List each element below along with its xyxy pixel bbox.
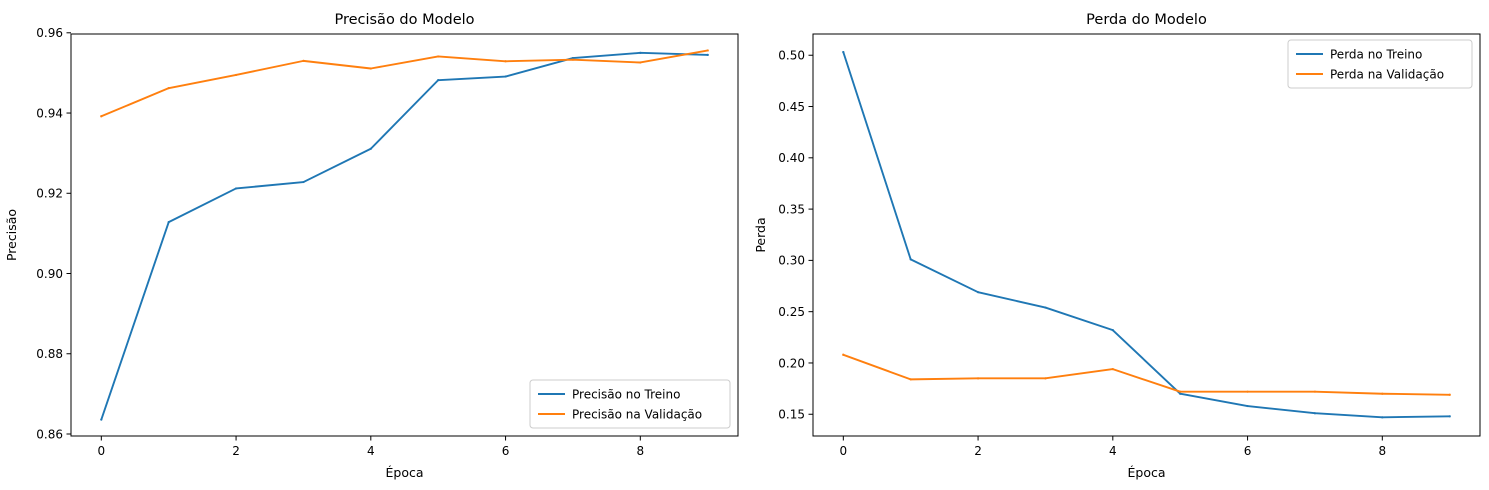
x-tick-label: 0	[97, 444, 105, 458]
x-axis-label: Época	[385, 465, 423, 480]
data-point-precisao-no-treino-4	[369, 147, 372, 150]
legend-box	[529, 379, 731, 429]
x-tick-label: 0	[839, 444, 847, 458]
data-point-precisao-na-validacao-4	[369, 67, 372, 70]
legend: Precisão no Treino Precisão na Validação	[529, 379, 731, 429]
data-point-precisao-na-validacao-9	[706, 49, 709, 52]
data-point-precisao-no-treino-6	[504, 75, 507, 78]
y-tick-label: 0.90	[36, 267, 63, 281]
chart-title: Precisão do Modelo	[334, 12, 474, 28]
y-tick-label: 0.86	[36, 427, 63, 441]
data-point-perda-no-treino-8	[1381, 416, 1384, 419]
data-point-perda-no-treino-3	[1044, 306, 1047, 309]
data-point-precisao-na-validacao-6	[504, 60, 507, 63]
y-tick-label: 0.45	[778, 100, 805, 114]
data-point-precisao-no-treino-1	[167, 221, 170, 224]
x-tick-label: 2	[232, 444, 240, 458]
plot-frame	[70, 33, 739, 437]
data-point-precisao-na-validacao-3	[302, 59, 305, 62]
y-tick-label: 0.94	[36, 106, 63, 120]
data-point-precisao-no-treino-3	[302, 180, 305, 184]
chart-panel-2: 0 2 4 6 8 0.15 0.20 0.25 0.30 0.35 0.40 0.45 0.50 Per…	[753, 12, 1481, 480]
data-point-perda-na-validacao-4	[1111, 368, 1114, 371]
y-tick-label: 0.20	[778, 356, 805, 370]
data-point-perda-na-validacao-7	[1313, 390, 1317, 393]
data-point-perda-na-validacao-1	[909, 378, 912, 381]
x-tick-label: 6	[1244, 444, 1252, 458]
y-tick-label: 0.15	[778, 408, 805, 422]
data-point-precisao-no-treino-8	[639, 51, 642, 54]
legend: Perda no Treino Perda na Validação	[1287, 39, 1473, 89]
y-tick-label: 0.25	[778, 305, 805, 319]
series-line-precisao-no-treino	[100, 51, 709, 421]
x-tick-label: 8	[1378, 444, 1386, 458]
data-point-perda-na-validacao-8	[1381, 392, 1384, 395]
data-point-precisao-na-validacao-2	[234, 73, 238, 77]
y-tick-label: 0.40	[778, 151, 805, 165]
series-line-precisao-na-validacao	[100, 49, 709, 118]
series-line-perda-no-treino	[842, 50, 1451, 419]
data-point-precisao-na-validacao-8	[639, 61, 642, 64]
data-point-perda-na-validacao-0	[842, 353, 845, 356]
y-tick-label: 0.35	[778, 202, 805, 216]
data-point-precisao-no-treino-2	[234, 187, 238, 190]
y-tick-label: 0.88	[36, 347, 63, 361]
data-point-precisao-na-validacao-0	[100, 115, 103, 118]
plot-frame	[812, 33, 1481, 437]
data-point-perda-na-validacao-5	[1179, 390, 1182, 393]
data-point-perda-no-treino-0	[842, 51, 845, 54]
data-point-perda-no-treino-9	[1448, 415, 1451, 418]
x-tick-label: 6	[502, 444, 510, 458]
data-point-perda-no-treino-6	[1246, 404, 1249, 408]
data-point-precisao-no-treino-9	[706, 53, 709, 56]
series-line-perda-na-validacao	[842, 353, 1451, 396]
x-tick-label: 4	[1109, 444, 1117, 458]
y-tick-label: 0.92	[36, 187, 63, 201]
data-point-perda-no-treino-1	[909, 258, 912, 261]
data-point-perda-no-treino-4	[1111, 329, 1114, 332]
y-tick-label: 0.50	[778, 49, 805, 63]
data-point-perda-no-treino-7	[1313, 412, 1317, 415]
data-point-precisao-no-treino-5	[437, 79, 440, 82]
data-point-perda-no-treino-2	[976, 291, 980, 294]
x-axis-label: Época	[1127, 465, 1165, 480]
y-axis-label: Precisão	[4, 209, 19, 261]
data-point-precisao-na-validacao-1	[167, 87, 170, 90]
x-tick-label: 4	[367, 444, 375, 458]
data-point-perda-na-validacao-6	[1246, 390, 1249, 393]
chart-panel-1: 0 2 4 6 8 0.86 0.88 0.90 0.92 0.94 0.96 Precisão do…	[4, 12, 739, 480]
legend-box	[1287, 39, 1473, 89]
data-point-precisao-na-validacao-7	[571, 58, 575, 61]
x-tick-label: 2	[974, 444, 982, 458]
data-point-precisao-no-treino-7	[571, 56, 575, 60]
legend-label-perda-na-validacao: Perda na Validação	[1330, 67, 1444, 81]
data-point-perda-na-validacao-2	[976, 377, 980, 380]
chart-title: Perda do Modelo	[1086, 12, 1207, 28]
data-point-perda-na-validacao-9	[1448, 393, 1451, 396]
x-tick-label: 8	[636, 444, 644, 458]
y-tick-label: 0.96	[36, 26, 63, 40]
data-point-precisao-no-treino-0	[100, 418, 103, 421]
legend-label-precisao-na-validacao: Precisão na Validação	[572, 407, 702, 421]
y-tick-label: 0.30	[778, 254, 805, 268]
legend-label-perda-no-treino: Perda no Treino	[1330, 47, 1422, 61]
data-point-perda-na-validacao-3	[1044, 377, 1047, 380]
data-point-precisao-na-validacao-5	[437, 55, 440, 58]
y-axis-label: Perda	[753, 217, 768, 252]
data-point-perda-no-treino-5	[1179, 392, 1182, 395]
legend-label-precisao-no-treino: Precisão no Treino	[572, 387, 680, 401]
